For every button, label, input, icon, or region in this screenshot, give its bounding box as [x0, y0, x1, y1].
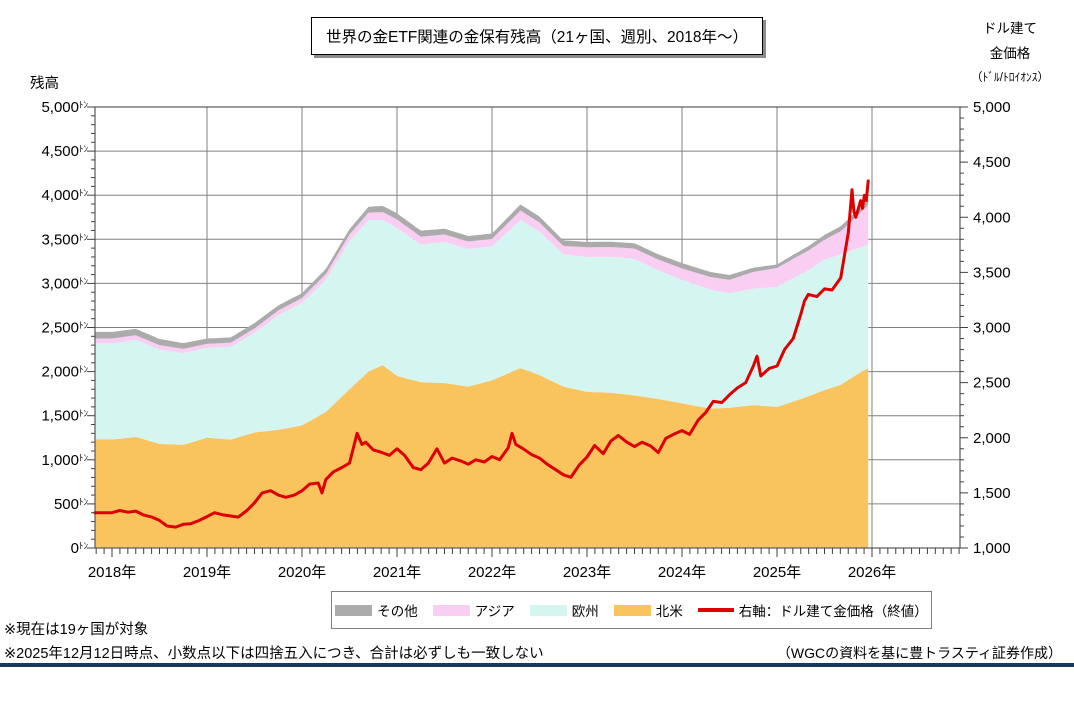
right-axis-title-line1: ドル建て	[983, 21, 1037, 36]
legend: その他 アジア 欧州 北米 右軸：ドル建て金価格（終値）	[331, 591, 932, 629]
left-axis-tick-label: 5,000ﾄﾝ	[41, 99, 88, 116]
x-axis-year-label: 2019年	[183, 564, 231, 581]
x-axis-year-label: 2021年	[373, 564, 421, 581]
x-axis-year-label: 2024年	[658, 564, 706, 581]
legend-item-asia: アジア	[432, 600, 515, 620]
source-credit: （WGCの資料を基に豊トラスティ証券作成）	[776, 645, 1062, 661]
legend-item-north-america: 北米	[613, 600, 683, 620]
left-axis-tick-label: 2,500ﾄﾝ	[41, 320, 88, 337]
legend-swatch-north-america	[613, 604, 651, 616]
legend-label-other: その他	[377, 604, 418, 619]
right-axis-tick-label: 4,500	[973, 154, 1011, 171]
legend-swatch-gold-price	[697, 608, 734, 612]
right-axis-tick-label: 3,000	[973, 320, 1011, 337]
right-axis-tick-label: 1,000	[973, 540, 1011, 557]
right-axis-title-line2: 金価格	[989, 46, 1031, 61]
legend-item-europe: 欧州	[529, 600, 599, 620]
x-axis-year-label: 2025年	[753, 564, 801, 581]
axis-tick-labels: 0ﾄﾝ 500ﾄﾝ 1,000ﾄﾝ 1,500ﾄﾝ 2,000ﾄﾝ 2,500ﾄﾝ 3,00…	[41, 99, 1010, 581]
legend-label-north-america: 北米	[655, 604, 683, 619]
left-axis-tick-label: 4,500ﾄﾝ	[41, 143, 88, 160]
right-axis-tick-label: 3,500	[973, 264, 1011, 281]
legend-label-asia: アジア	[474, 604, 515, 619]
left-axis-tick-label: 1,000ﾄﾝ	[41, 452, 88, 469]
legend-label-europe: 欧州	[571, 604, 599, 619]
stacked-areas	[95, 199, 869, 548]
right-axis-tick-label: 4,000	[973, 209, 1011, 226]
left-axis-tick-label: 1,500ﾄﾝ	[41, 408, 88, 425]
x-axis-year-label: 2022年	[468, 564, 516, 581]
area-other	[95, 199, 869, 349]
right-axis-tick-label: 1,500	[973, 485, 1011, 502]
footnote-countries: ※現在は19ヶ国が対象	[4, 622, 149, 638]
right-axis-tick-label: 5,000	[973, 99, 1011, 116]
right-axis-title-line3: （ﾄﾞﾙ/ﾄﾛｲｵﾝｽ）	[971, 72, 1049, 84]
gold-price-line	[93, 179, 870, 529]
left-axis-tick-label: 0ﾄﾝ	[71, 540, 89, 557]
x-axis-year-label: 2020年	[278, 564, 326, 581]
left-axis-tick-label: 500ﾄﾝ	[54, 496, 89, 513]
right-axis-tick-label: 2,000	[973, 430, 1011, 447]
bottom-divider-rule	[0, 663, 1074, 667]
chart-title: 世界の金ETF関連の金保有残高（21ヶ国、週別、2018年～）	[311, 17, 763, 55]
legend-item-gold-price: 右軸：ドル建て金価格（終値）	[697, 600, 928, 620]
legend-swatch-asia	[432, 604, 470, 616]
x-axis-year-label: 2026年	[848, 564, 896, 581]
x-axis-year-label: 2023年	[563, 564, 611, 581]
axis-ticks	[87, 106, 968, 557]
legend-label-gold-price: 右軸：ドル建て金価格（終値）	[738, 604, 928, 619]
x-axis-year-label: 2018年	[88, 564, 136, 581]
area-north-america	[95, 365, 869, 548]
left-axis-tick-label: 4,000ﾄﾝ	[41, 187, 88, 204]
legend-item-other: その他	[335, 600, 418, 620]
left-axis-tick-label: 3,000ﾄﾝ	[41, 275, 88, 292]
legend-swatch-europe	[529, 604, 567, 616]
left-axis-tick-label: 3,500ﾄﾝ	[41, 231, 88, 248]
right-axis-tick-label: 2,500	[973, 375, 1011, 392]
footnote-asof-date: ※2025年12月12日時点、小数点以下は四捨五入につき、合計は必ずしも一致しな…	[4, 646, 544, 662]
area-asia	[95, 204, 869, 353]
left-axis-tick-label: 2,000ﾄﾝ	[41, 364, 88, 381]
left-axis-title: 残高	[30, 76, 59, 92]
area-europe	[95, 219, 869, 445]
right-axis-title: ドル建て 金価格 （ﾄﾞﾙ/ﾄﾛｲｵﾝｽ）	[948, 16, 1072, 91]
legend-swatch-other	[335, 604, 373, 616]
